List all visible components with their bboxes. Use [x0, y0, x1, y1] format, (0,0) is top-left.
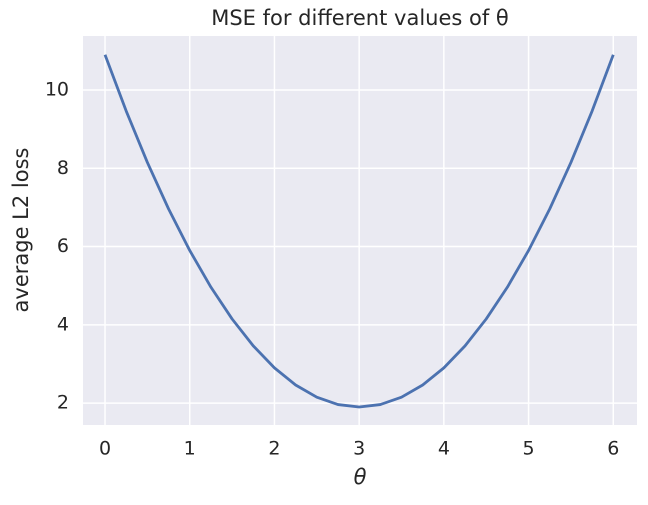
x-tick-label: 1	[184, 438, 196, 460]
y-tick-label: 2	[57, 392, 69, 414]
y-axis-label: average L2 loss	[9, 148, 33, 313]
x-tick-label: 2	[268, 438, 280, 460]
plot-area	[83, 36, 637, 425]
x-tick-label: 4	[438, 438, 450, 460]
y-tick-label: 10	[45, 79, 69, 101]
y-tick-label: 8	[57, 157, 69, 179]
y-tick-label: 6	[57, 235, 69, 257]
x-tick-label: 0	[99, 438, 111, 460]
x-axis-label: θ	[354, 465, 367, 489]
x-tick-label: 5	[523, 438, 535, 460]
chart-title: MSE for different values of θ	[211, 6, 509, 30]
x-tick-label: 6	[607, 438, 619, 460]
x-tick-label: 3	[353, 438, 365, 460]
line	[103, 54, 615, 409]
y-tick-label: 4	[57, 313, 69, 335]
